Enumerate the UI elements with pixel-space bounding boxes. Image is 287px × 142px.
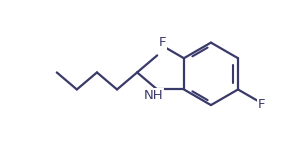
Text: F: F <box>258 98 265 111</box>
Text: F: F <box>158 36 166 49</box>
Text: NH: NH <box>144 89 163 102</box>
